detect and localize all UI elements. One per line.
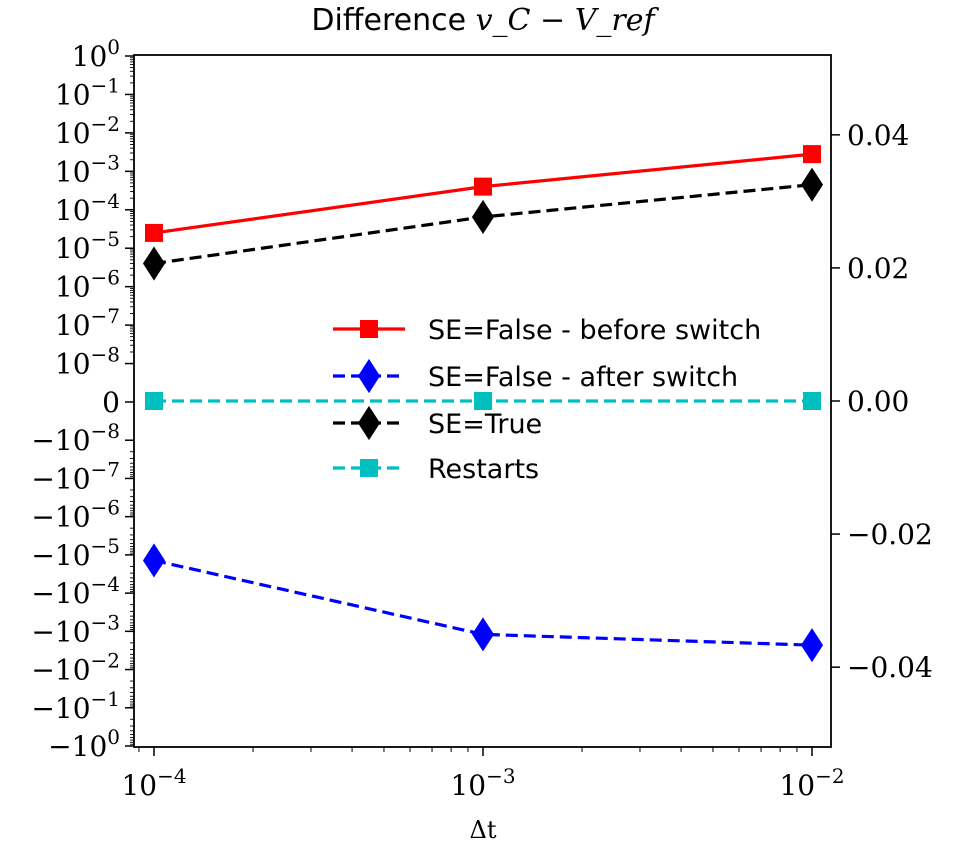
- y-right-tick-label: 0.00: [847, 385, 909, 418]
- series-layer: [142, 145, 824, 663]
- legend-label: SE=False - before switch: [428, 315, 761, 346]
- y-left-tick-label: −10−8: [31, 419, 120, 457]
- data-point: [471, 617, 495, 652]
- y-axis-right: 0.04 0.02 0.00 −0.02 −0.04: [831, 119, 933, 684]
- data-point: [142, 543, 166, 578]
- x-axis-label: Δt: [470, 816, 497, 844]
- series-se-false-after-switch: [142, 543, 824, 663]
- data-point: [357, 405, 381, 441]
- series-se-true: [142, 167, 824, 281]
- y-left-tick-label: 10−3: [55, 150, 120, 188]
- y-left-tick-label: −10−6: [31, 496, 120, 534]
- y-left-tick-label: −10−2: [31, 649, 120, 687]
- legend-label: SE=False - after switch: [428, 362, 738, 393]
- y-right-tick-label: −0.04: [847, 651, 933, 684]
- y-left-tick-label: −10−3: [31, 610, 120, 648]
- y-left-tick-label: 10−8: [55, 343, 120, 381]
- y-left-tick-label: −100: [48, 725, 120, 763]
- legend-label: SE=True: [428, 409, 542, 440]
- y-left-tick-label: 10−1: [55, 73, 120, 111]
- y-right-tick-label: −0.02: [847, 518, 933, 551]
- data-point: [145, 392, 163, 410]
- data-point: [360, 320, 378, 338]
- y-left-tick-label: 10−5: [55, 227, 120, 265]
- data-point: [145, 223, 163, 242]
- y-left-tick-label: 10−2: [55, 112, 120, 150]
- data-point: [357, 358, 381, 394]
- legend-label: Restarts: [428, 454, 539, 485]
- data-point: [142, 246, 166, 281]
- data-point: [800, 628, 824, 663]
- chart-title: Difference v_C − V_ref: [311, 3, 659, 38]
- data-point: [474, 177, 492, 196]
- x-tick-label: 10−4: [121, 764, 186, 802]
- y-left-tick-label: 100: [72, 35, 120, 73]
- y-right-tick-label: 0.04: [847, 119, 909, 152]
- data-point: [803, 145, 821, 164]
- y-right-tick-label: 0.02: [847, 252, 909, 285]
- data-point: [800, 167, 824, 202]
- y-left-tick-label: 10−4: [55, 189, 120, 227]
- series-line: [153, 558, 813, 647]
- y-left-tick-label: −10−7: [31, 457, 120, 495]
- y-left-tick-label: −10−1: [31, 687, 120, 725]
- data-point: [803, 392, 821, 410]
- x-axis: 10−4 10−3 10−2: [121, 747, 845, 802]
- series-se-false-before-switch: [145, 145, 821, 242]
- x-tick-label: 10−2: [779, 764, 844, 802]
- y-left-tick-label: 10−7: [55, 304, 120, 342]
- series-restarts: [145, 392, 821, 410]
- data-point: [474, 392, 492, 410]
- y-left-tick-label: 10−6: [55, 266, 120, 304]
- data-point: [471, 199, 495, 235]
- y-left-tick-label: 0: [102, 386, 120, 419]
- y-left-tick-label: −10−5: [31, 534, 120, 572]
- x-tick-label: 10−3: [450, 764, 515, 802]
- legend: SE=False - before switch SE=False - after…: [333, 315, 761, 485]
- plot-frame: [133, 54, 832, 748]
- y-axis-left: 10010−110−210−310−410−510−610−710−80−10−…: [31, 35, 134, 763]
- data-point: [360, 459, 378, 477]
- y-left-tick-label: −10−4: [31, 572, 120, 610]
